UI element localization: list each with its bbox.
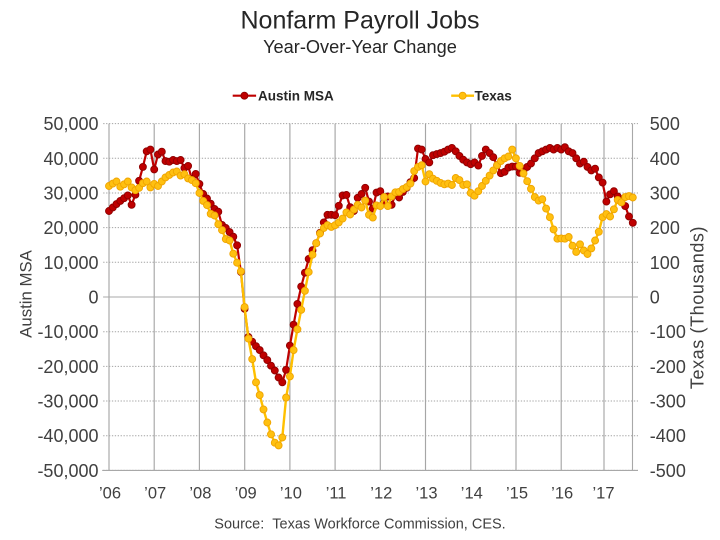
- svg-text:-50,000: -50,000: [37, 461, 98, 481]
- svg-text:’10: ’10: [280, 484, 302, 502]
- svg-text:100: 100: [650, 253, 680, 273]
- svg-text:-500: -500: [650, 461, 686, 481]
- svg-text:-20,000: -20,000: [37, 357, 98, 377]
- svg-text:50,000: 50,000: [43, 114, 98, 134]
- svg-text:’08: ’08: [189, 484, 211, 502]
- svg-text:0: 0: [88, 288, 98, 308]
- svg-text:-300: -300: [650, 392, 686, 412]
- svg-text:’17: ’17: [592, 484, 614, 502]
- svg-text:Austin MSA: Austin MSA: [17, 249, 36, 337]
- svg-text:Source: Texas Workforce Commi: Source: Texas Workforce Commission, CES.: [214, 517, 505, 533]
- svg-text:20,000: 20,000: [43, 218, 98, 238]
- svg-text:30,000: 30,000: [43, 184, 98, 204]
- svg-text:’12: ’12: [370, 484, 392, 502]
- svg-text:’16: ’16: [551, 484, 573, 502]
- svg-text:Austin MSA: Austin MSA: [258, 89, 334, 104]
- svg-text:-40,000: -40,000: [37, 426, 98, 446]
- svg-text:Nonfarm Payroll Jobs: Nonfarm Payroll Jobs: [241, 7, 480, 35]
- svg-text:’06: ’06: [99, 484, 121, 502]
- svg-text:’07: ’07: [144, 484, 166, 502]
- svg-text:-10,000: -10,000: [37, 322, 98, 342]
- svg-text:40,000: 40,000: [43, 149, 98, 169]
- svg-text:-400: -400: [650, 426, 686, 446]
- svg-text:400: 400: [650, 149, 680, 169]
- svg-text:200: 200: [650, 218, 680, 238]
- svg-text:’13: ’13: [415, 484, 437, 502]
- svg-text:-200: -200: [650, 357, 686, 377]
- svg-text:’11: ’11: [326, 484, 347, 502]
- svg-text:-100: -100: [650, 322, 686, 342]
- svg-text:’15: ’15: [506, 484, 528, 502]
- svg-text:10,000: 10,000: [43, 253, 98, 273]
- svg-text:300: 300: [650, 184, 680, 204]
- svg-text:Texas: Texas: [475, 89, 512, 104]
- svg-text:Texas (Thousands): Texas (Thousands): [688, 226, 708, 389]
- svg-text:’14: ’14: [461, 484, 483, 502]
- svg-text:0: 0: [650, 288, 660, 308]
- svg-text:500: 500: [650, 114, 680, 134]
- svg-text:-30,000: -30,000: [37, 392, 98, 412]
- svg-text:’09: ’09: [235, 484, 257, 502]
- svg-text:Year-Over-Year Change: Year-Over-Year Change: [263, 37, 457, 57]
